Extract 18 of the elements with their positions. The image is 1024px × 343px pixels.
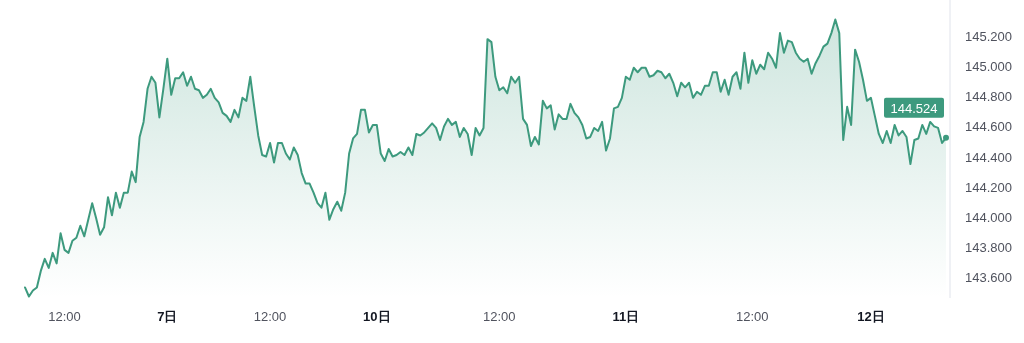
y-tick-label: 145.200 bbox=[965, 29, 1012, 45]
x-tick-label: 12:00 bbox=[253, 309, 287, 324]
y-tick-label: 143.800 bbox=[965, 239, 1012, 255]
y-tick-label: 143.600 bbox=[965, 269, 1012, 285]
x-tick-label: 12:00 bbox=[483, 309, 516, 324]
x-tick-label: 12日 bbox=[857, 309, 885, 324]
y-tick-label: 144.600 bbox=[965, 119, 1012, 135]
y-tick-label: 144.400 bbox=[965, 149, 1012, 165]
y-tick-label: 144.000 bbox=[965, 209, 1012, 225]
y-tick-label: 145.000 bbox=[965, 59, 1012, 75]
annotation: 144.524 bbox=[890, 100, 938, 116]
x-tick-label: 12:00 bbox=[736, 309, 769, 324]
y-tick-label: 144.200 bbox=[965, 179, 1012, 195]
x-tick-label: 11日 bbox=[612, 309, 640, 324]
x-tick-label: 12:00 bbox=[48, 309, 81, 324]
y-tick-label: 144.800 bbox=[965, 89, 1012, 105]
x-tick-label: 7日 bbox=[157, 309, 178, 324]
x-tick-label: 10日 bbox=[363, 309, 391, 324]
